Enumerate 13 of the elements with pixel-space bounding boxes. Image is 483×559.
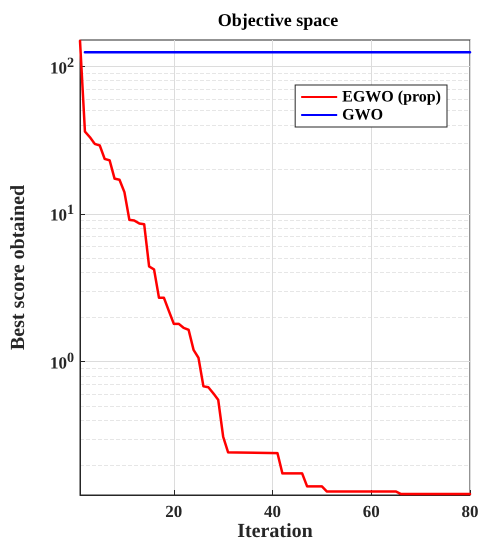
y-tick-label: 10$^{1}$ — [50, 202, 74, 225]
line-series — [78, 40, 472, 496]
x-tick-label: 80 — [462, 502, 478, 521]
chart-title: Objective space — [218, 10, 338, 30]
x-tick-label: 40 — [264, 502, 282, 521]
y-tick-label: 10$^{2}$ — [50, 54, 74, 78]
y-axis-title: Best score obtained — [7, 184, 29, 350]
legend-label: GWO — [342, 106, 384, 124]
y-tick-label: 10$^{0}$ — [50, 350, 74, 373]
x-tick-label: 60 — [362, 502, 380, 521]
legend-label: EGWO (prop) — [342, 88, 441, 106]
x-axis-title: Iteration — [237, 520, 313, 542]
x-tick-label: 20 — [165, 502, 182, 521]
